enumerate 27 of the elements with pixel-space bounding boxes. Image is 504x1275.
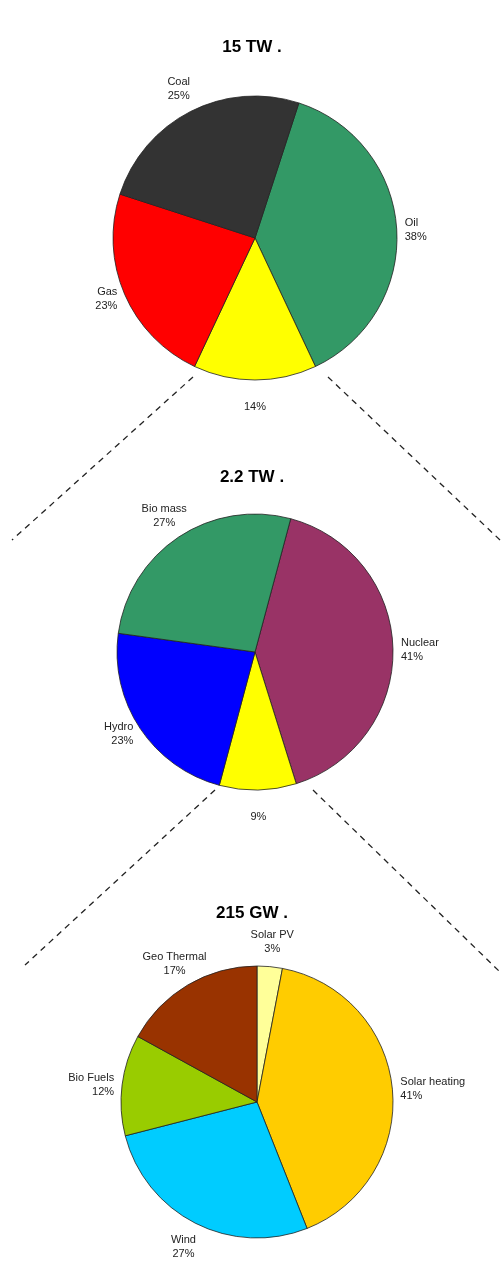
data-label: 3% (264, 941, 281, 954)
chart-title: 2.2 TW . (219, 467, 285, 486)
chart-title: 215 GW . (216, 903, 288, 922)
slice-label: Solar PV (250, 927, 295, 940)
slice-label: Wind (170, 1233, 196, 1246)
data-label: 9% (250, 809, 267, 822)
slice-label: Geo Thermal (142, 949, 207, 962)
data-label: 41% (400, 1089, 423, 1102)
data-label: 23% (111, 733, 134, 746)
slice-label: Bio mass (141, 502, 188, 515)
slice-label: Coal (167, 75, 191, 88)
data-label: 41% (400, 649, 424, 662)
chart-title: 15 TW . (222, 37, 282, 56)
slice-label: Oil (404, 215, 419, 228)
data-label: 25% (167, 89, 190, 102)
slice-label: Hydro (104, 719, 134, 732)
data-label: 38% (404, 229, 427, 242)
data-label: 12% (92, 1084, 115, 1097)
slice-label: Solar heating (400, 1075, 466, 1088)
data-label: 14% (243, 400, 267, 412)
slice-label: Nuclear (400, 635, 440, 648)
data-label: 27% (172, 1247, 195, 1260)
slice-label: Gas (97, 284, 118, 297)
slice-label: Bio Fuels (68, 1070, 115, 1083)
data-label: 23% (95, 298, 118, 311)
data-label: 17% (163, 963, 186, 976)
data-label: 27% (153, 516, 176, 529)
